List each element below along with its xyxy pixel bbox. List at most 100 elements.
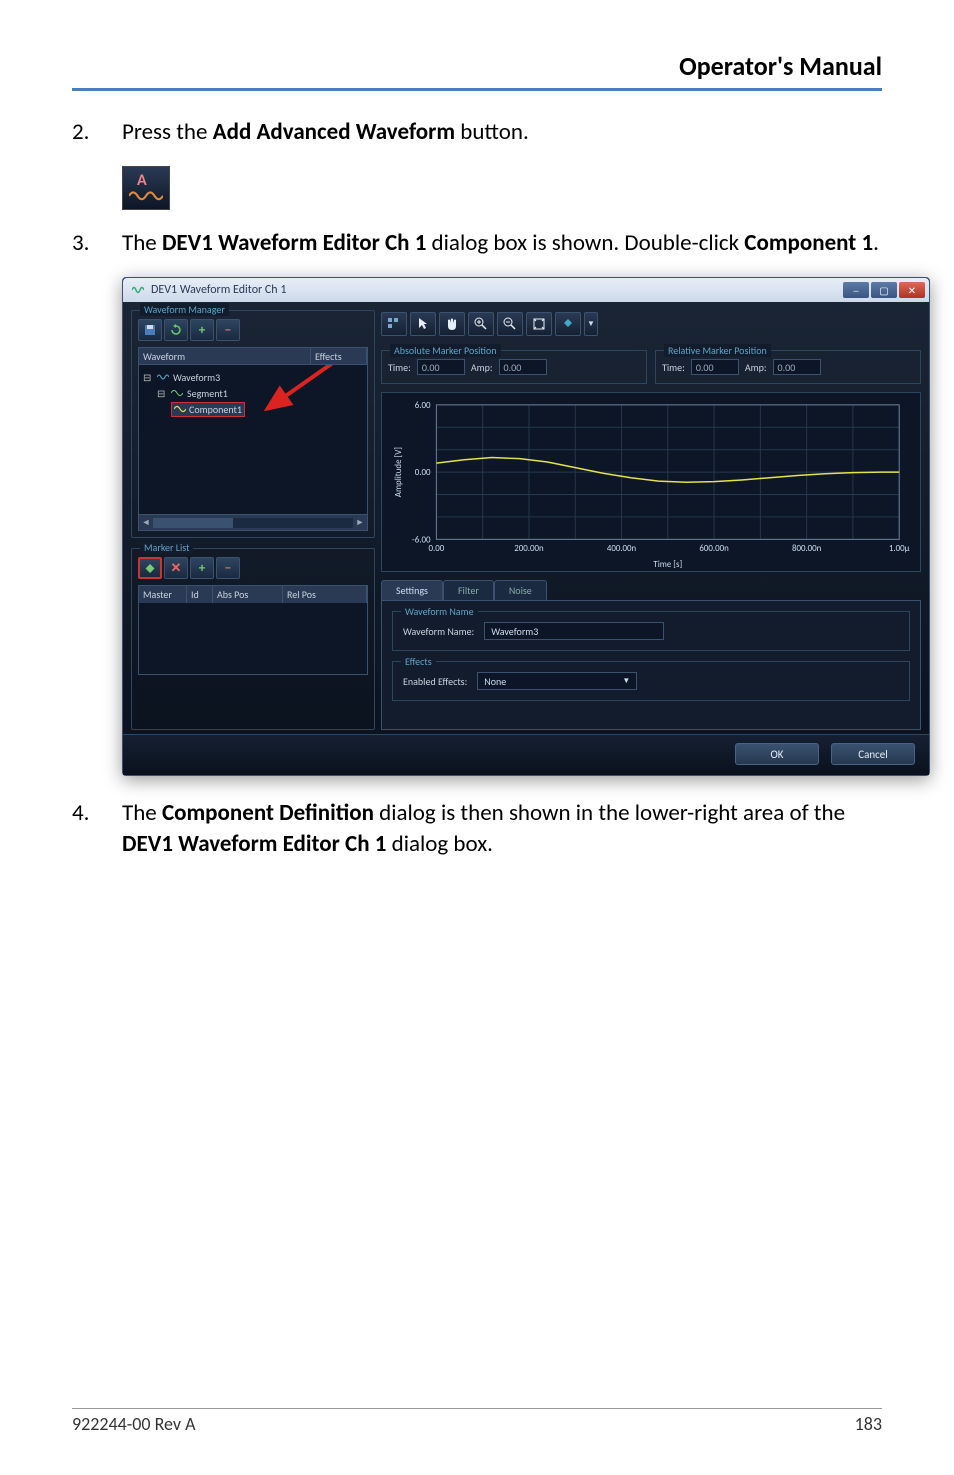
amp-label: Amp:	[745, 361, 767, 374]
icon-letter: A	[137, 171, 147, 190]
marker-tool-icon[interactable]: ⬥	[138, 557, 162, 579]
scroll-thumb[interactable]	[153, 518, 233, 528]
marker-table: Master Id Abs Pos Rel Pos	[138, 585, 368, 675]
marker-remove-icon[interactable]: −	[216, 557, 240, 579]
svg-text:1.00µ: 1.00µ	[889, 544, 910, 554]
text-bold: Add Advanced Waveform	[213, 118, 455, 146]
expand-icon[interactable]: ⊟	[157, 387, 167, 400]
ok-button[interactable]: OK	[735, 743, 819, 765]
tree-row-segment[interactable]: ⊟ Segment1	[143, 385, 363, 401]
waveform-tree[interactable]: ⊟ Waveform3 ⊟ Segment1	[138, 365, 368, 515]
rel-amp-field[interactable]: 0.00	[773, 359, 821, 375]
component-icon	[174, 404, 186, 414]
effects-label: Enabled Effects:	[403, 675, 467, 688]
tab-filter[interactable]: Filter	[443, 580, 494, 600]
minimize-button[interactable]: ─	[843, 282, 869, 298]
dropdown-value: None	[484, 675, 506, 688]
tool-hand-icon[interactable]	[439, 312, 465, 336]
col-abspos: Abs Pos	[213, 586, 283, 603]
step-3: 3. The DEV1 Waveform Editor Ch 1 dialog …	[72, 228, 882, 259]
text: dialog box is shown. Double-click	[426, 229, 744, 257]
step-body: The DEV1 Waveform Editor Ch 1 dialog box…	[122, 228, 882, 259]
titlebar: DEV1 Waveform Editor Ch 1 ─ ▢ ✕	[123, 278, 929, 302]
app-icon	[131, 283, 145, 297]
waveform-manager-group: Waveform Manager + − Waveform Effects	[131, 310, 375, 538]
effects-dropdown[interactable]: None ▼	[477, 672, 637, 690]
step-num: 2.	[72, 117, 122, 148]
maximize-button[interactable]: ▢	[871, 282, 897, 298]
col-waveform: Waveform	[139, 348, 311, 364]
text: button.	[455, 118, 529, 146]
svg-text:Amplitude [V]: Amplitude [V]	[394, 447, 404, 497]
tree-row-waveform[interactable]: ⊟ Waveform3	[143, 369, 363, 385]
waveform-name-group: Waveform Name Waveform Name: Waveform3	[392, 611, 910, 651]
tool-grid-icon[interactable]	[381, 312, 407, 336]
tab-noise[interactable]: Noise	[494, 580, 547, 600]
time-label: Time:	[662, 361, 685, 374]
col-relpos: Rel Pos	[283, 586, 367, 603]
add-icon[interactable]: +	[190, 319, 214, 341]
amp-label: Amp:	[471, 361, 493, 374]
tree-label: Waveform3	[173, 371, 220, 384]
scroll-left-icon[interactable]: ◄	[139, 517, 153, 528]
window-buttons: ─ ▢ ✕	[843, 282, 925, 298]
tool-marker-icon[interactable]	[555, 312, 581, 336]
text-bold: Component 1	[744, 229, 873, 257]
svg-text:800.00n: 800.00n	[792, 544, 822, 554]
marker-toolbar: ⬥ ✕ + −	[138, 557, 368, 579]
tab-settings[interactable]: Settings	[381, 580, 443, 600]
marker-delete-icon[interactable]: ✕	[164, 557, 188, 579]
group-title: Effects	[401, 655, 436, 668]
tool-zoomfit-icon[interactable]	[526, 312, 552, 336]
tool-zoomout-icon[interactable]	[497, 312, 523, 336]
scroll-right-icon[interactable]: ►	[353, 517, 367, 528]
absolute-marker-group: Absolute Marker Position Time: 0.00 Amp:…	[381, 350, 647, 384]
marker-add-icon[interactable]: +	[190, 557, 214, 579]
text-bold: DEV1 Waveform Editor Ch 1	[122, 830, 386, 858]
close-button[interactable]: ✕	[899, 282, 925, 298]
page-header: Operator's Manual	[72, 50, 882, 91]
svg-text:Time [s]: Time [s]	[653, 560, 682, 570]
segment-icon	[171, 388, 183, 398]
text: The	[122, 799, 162, 827]
step-body: The Component Definition dialog is then …	[122, 798, 882, 860]
tree-row-component[interactable]: Component1	[143, 401, 363, 417]
text-bold: Component Definition	[162, 799, 374, 827]
tabs: Settings Filter Noise	[381, 580, 921, 600]
refresh-icon[interactable]	[164, 319, 188, 341]
tree-scrollbar[interactable]: ◄ ►	[138, 515, 368, 531]
abs-amp-field[interactable]: 0.00	[499, 359, 547, 375]
settings-pane: Waveform Name Waveform Name: Waveform3 E…	[381, 600, 921, 730]
chart-toolbar: ▼	[381, 310, 921, 342]
expand-icon[interactable]: ⊟	[143, 371, 153, 384]
svg-text:0.00: 0.00	[415, 468, 431, 478]
svg-text:200.00n: 200.00n	[514, 544, 544, 554]
tool-dropdown-icon[interactable]: ▼	[584, 312, 598, 336]
waveform-chart: 6.000.00-6.000.00200.00n400.00n600.00n80…	[381, 392, 921, 572]
tool-pointer-icon[interactable]	[410, 312, 436, 336]
cancel-button[interactable]: Cancel	[831, 743, 915, 765]
wfm-toolbar: + −	[138, 319, 368, 341]
step-4: 4. The Component Definition dialog is th…	[72, 798, 882, 860]
save-icon[interactable]	[138, 319, 162, 341]
abs-time-field[interactable]: 0.00	[417, 359, 465, 375]
text: .	[873, 229, 879, 257]
tree-label: Component1	[189, 403, 242, 416]
marker-list-group: Marker List ⬥ ✕ + − Master Id Abs Pos	[131, 548, 375, 730]
waveform-icon	[157, 372, 169, 382]
chevron-down-icon: ▼	[622, 676, 630, 686]
wfname-label: Waveform Name:	[403, 625, 474, 638]
scroll-track[interactable]	[153, 518, 353, 528]
rel-time-field[interactable]: 0.00	[691, 359, 739, 375]
remove-icon[interactable]: −	[216, 319, 240, 341]
text: The	[122, 229, 162, 257]
group-title: Marker List	[140, 541, 193, 554]
waveform-editor-dialog: DEV1 Waveform Editor Ch 1 ─ ▢ ✕ Waveform…	[122, 277, 930, 776]
wfname-input[interactable]: Waveform3	[484, 622, 664, 640]
svg-text:6.00: 6.00	[415, 401, 431, 411]
step-2: 2. Press the Add Advanced Waveform butto…	[72, 117, 882, 148]
svg-text:600.00n: 600.00n	[699, 544, 729, 554]
svg-text:0.00: 0.00	[429, 544, 445, 554]
step-body: Press the Add Advanced Waveform button.	[122, 117, 882, 148]
tool-zoomin-icon[interactable]	[468, 312, 494, 336]
